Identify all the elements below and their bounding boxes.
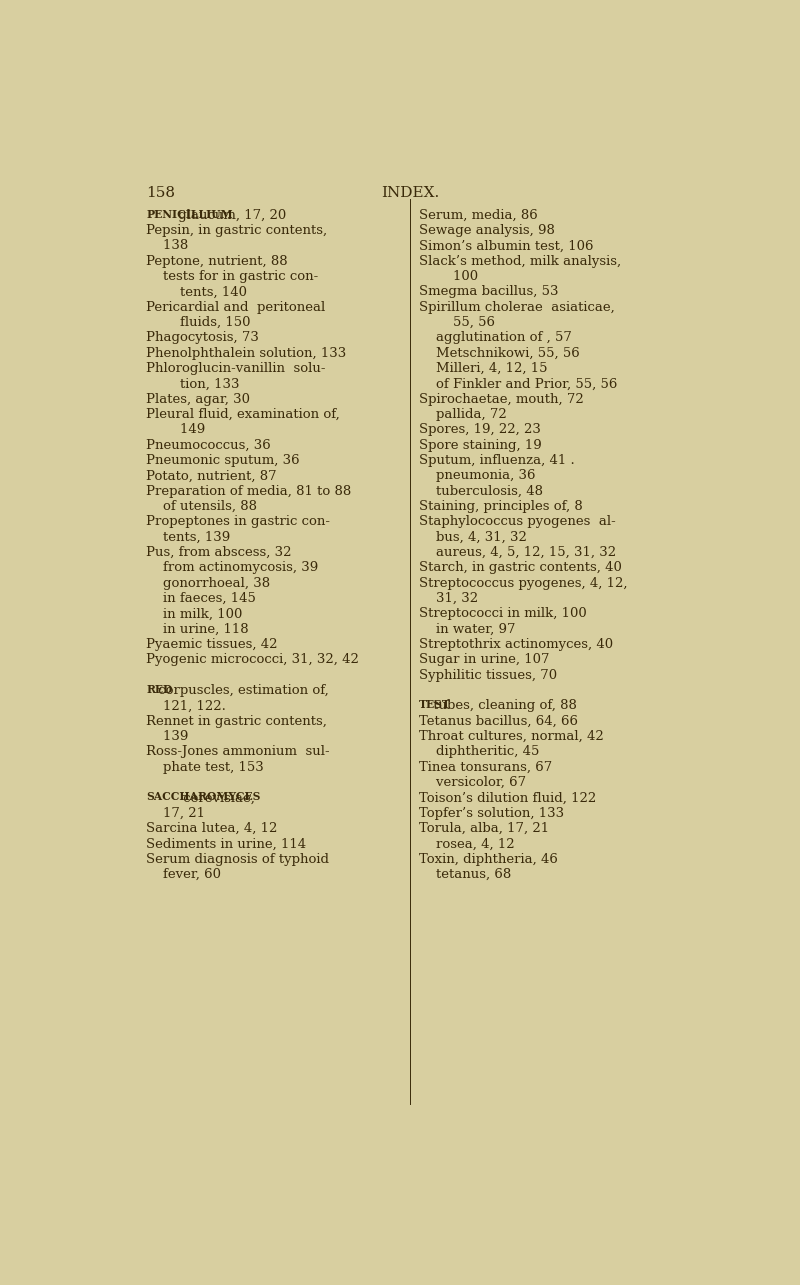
- Text: Starch, in gastric contents, 40: Starch, in gastric contents, 40: [419, 562, 622, 574]
- Text: aureus, 4, 5, 12, 15, 31, 32: aureus, 4, 5, 12, 15, 31, 32: [419, 546, 617, 559]
- Text: tents, 139: tents, 139: [146, 531, 230, 544]
- Text: in urine, 118: in urine, 118: [146, 623, 249, 636]
- Text: Spores, 19, 22, 23: Spores, 19, 22, 23: [419, 423, 541, 437]
- Text: tubes, cleaning of, 88: tubes, cleaning of, 88: [430, 699, 578, 712]
- Text: Staphylococcus pyogenes  al-: Staphylococcus pyogenes al-: [419, 515, 616, 528]
- Text: Slack’s method, milk analysis,: Slack’s method, milk analysis,: [419, 254, 622, 267]
- Text: phate test, 153: phate test, 153: [146, 761, 264, 774]
- Text: Ross-Jones ammonium  sul-: Ross-Jones ammonium sul-: [146, 745, 330, 758]
- Text: Phenolphthalein solution, 133: Phenolphthalein solution, 133: [146, 347, 346, 360]
- Text: 17, 21: 17, 21: [146, 807, 206, 820]
- Text: rosea, 4, 12: rosea, 4, 12: [419, 838, 515, 851]
- Text: from actinomycosis, 39: from actinomycosis, 39: [146, 562, 318, 574]
- Text: in water, 97: in water, 97: [419, 623, 516, 636]
- Text: Pus, from abscess, 32: Pus, from abscess, 32: [146, 546, 292, 559]
- Text: tetanus, 68: tetanus, 68: [419, 869, 511, 882]
- Text: Sputum, influenza, 41 .: Sputum, influenza, 41 .: [419, 454, 575, 466]
- Text: of utensils, 88: of utensils, 88: [146, 500, 258, 513]
- Text: Staining, principles of, 8: Staining, principles of, 8: [419, 500, 583, 513]
- Text: 55, 56: 55, 56: [419, 316, 495, 329]
- Text: Pleural fluid, examination of,: Pleural fluid, examination of,: [146, 409, 340, 421]
- Text: Syphilitic tissues, 70: Syphilitic tissues, 70: [419, 668, 558, 682]
- Text: 121, 122.: 121, 122.: [146, 699, 226, 712]
- Text: Pyaemic tissues, 42: Pyaemic tissues, 42: [146, 639, 278, 651]
- Text: cerevisiae,: cerevisiae,: [179, 792, 255, 804]
- Text: gonorrhoeal, 38: gonorrhoeal, 38: [146, 577, 270, 590]
- Text: Streptococcus pyogenes, 4, 12,: Streptococcus pyogenes, 4, 12,: [419, 577, 628, 590]
- Text: 139: 139: [146, 730, 189, 743]
- Text: tion, 133: tion, 133: [146, 378, 240, 391]
- Text: Toison’s dilution fluid, 122: Toison’s dilution fluid, 122: [419, 792, 597, 804]
- Text: Torula, alba, 17, 21: Torula, alba, 17, 21: [419, 822, 550, 835]
- Text: PENICILLIUM: PENICILLIUM: [146, 208, 233, 220]
- Text: Propeptones in gastric con-: Propeptones in gastric con-: [146, 515, 330, 528]
- Text: Pericardial and  peritoneal: Pericardial and peritoneal: [146, 301, 326, 314]
- Text: tuberculosis, 48: tuberculosis, 48: [419, 484, 543, 497]
- Text: 158: 158: [146, 186, 175, 200]
- Text: Sediments in urine, 114: Sediments in urine, 114: [146, 838, 306, 851]
- Text: TEST: TEST: [419, 699, 451, 711]
- Text: Rennet in gastric contents,: Rennet in gastric contents,: [146, 714, 327, 727]
- Text: Serum diagnosis of typhoid: Serum diagnosis of typhoid: [146, 853, 330, 866]
- Text: SACCHAROMYCES: SACCHAROMYCES: [146, 792, 261, 802]
- Text: Peptone, nutrient, 88: Peptone, nutrient, 88: [146, 254, 288, 267]
- Text: Pepsin, in gastric contents,: Pepsin, in gastric contents,: [146, 224, 328, 236]
- Text: Sarcina lutea, 4, 12: Sarcina lutea, 4, 12: [146, 822, 278, 835]
- Text: Pneumonic sputum, 36: Pneumonic sputum, 36: [146, 454, 300, 466]
- Text: Plates, agar, 30: Plates, agar, 30: [146, 393, 250, 406]
- Text: Serum, media, 86: Serum, media, 86: [419, 208, 538, 221]
- Text: versicolor, 67: versicolor, 67: [419, 776, 526, 789]
- Text: 100: 100: [419, 270, 478, 283]
- Text: Metschnikowi, 55, 56: Metschnikowi, 55, 56: [419, 347, 580, 360]
- Text: Tinea tonsurans, 67: Tinea tonsurans, 67: [419, 761, 553, 774]
- Text: Sugar in urine, 107: Sugar in urine, 107: [419, 653, 550, 667]
- Text: pneumonia, 36: pneumonia, 36: [419, 469, 536, 482]
- Text: 138: 138: [146, 239, 189, 252]
- Text: tests for in gastric con-: tests for in gastric con-: [146, 270, 318, 283]
- Text: fluids, 150: fluids, 150: [146, 316, 251, 329]
- Text: fever, 60: fever, 60: [146, 869, 222, 882]
- Text: INDEX.: INDEX.: [381, 186, 439, 200]
- Text: bus, 4, 31, 32: bus, 4, 31, 32: [419, 531, 527, 544]
- Text: Tetanus bacillus, 64, 66: Tetanus bacillus, 64, 66: [419, 714, 578, 727]
- Text: 31, 32: 31, 32: [419, 592, 478, 605]
- Text: Streptococci in milk, 100: Streptococci in milk, 100: [419, 608, 587, 621]
- Text: Spirillum cholerae  asiaticae,: Spirillum cholerae asiaticae,: [419, 301, 615, 314]
- Text: 149: 149: [146, 423, 206, 437]
- Text: Streptothrix actinomyces, 40: Streptothrix actinomyces, 40: [419, 639, 614, 651]
- Text: in faeces, 145: in faeces, 145: [146, 592, 256, 605]
- Text: diphtheritic, 45: diphtheritic, 45: [419, 745, 540, 758]
- Text: Milleri, 4, 12, 15: Milleri, 4, 12, 15: [419, 362, 548, 375]
- Text: tents, 140: tents, 140: [146, 285, 247, 298]
- Text: Spore staining, 19: Spore staining, 19: [419, 438, 542, 451]
- Text: Throat cultures, normal, 42: Throat cultures, normal, 42: [419, 730, 604, 743]
- Text: corpuscles, estimation of,: corpuscles, estimation of,: [154, 684, 329, 696]
- Text: Smegma bacillus, 53: Smegma bacillus, 53: [419, 285, 558, 298]
- Text: Spirochaetae, mouth, 72: Spirochaetae, mouth, 72: [419, 393, 584, 406]
- Text: Pneumococcus, 36: Pneumococcus, 36: [146, 438, 271, 451]
- Text: pallida, 72: pallida, 72: [419, 409, 507, 421]
- Text: agglutination of , 57: agglutination of , 57: [419, 332, 572, 344]
- Text: of Finkler and Prior, 55, 56: of Finkler and Prior, 55, 56: [419, 378, 618, 391]
- Text: Simon’s albumin test, 106: Simon’s albumin test, 106: [419, 239, 594, 252]
- Text: Potato, nutrient, 87: Potato, nutrient, 87: [146, 469, 277, 482]
- Text: Sewage analysis, 98: Sewage analysis, 98: [419, 224, 555, 236]
- Text: Phagocytosis, 73: Phagocytosis, 73: [146, 332, 259, 344]
- Text: Phloroglucin-vanillin  solu-: Phloroglucin-vanillin solu-: [146, 362, 326, 375]
- Text: Pyogenic micrococci, 31, 32, 42: Pyogenic micrococci, 31, 32, 42: [146, 653, 359, 667]
- Text: in milk, 100: in milk, 100: [146, 608, 243, 621]
- Text: Topfer’s solution, 133: Topfer’s solution, 133: [419, 807, 565, 820]
- Text: RED: RED: [146, 684, 173, 695]
- Text: Preparation of media, 81 to 88: Preparation of media, 81 to 88: [146, 484, 352, 497]
- Text: glaucum, 17, 20: glaucum, 17, 20: [174, 208, 286, 221]
- Text: Toxin, diphtheria, 46: Toxin, diphtheria, 46: [419, 853, 558, 866]
